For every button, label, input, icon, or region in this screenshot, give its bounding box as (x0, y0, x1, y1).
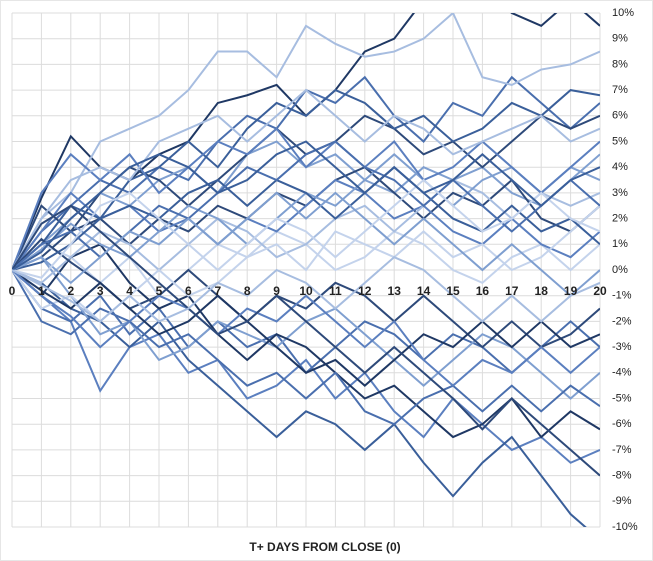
y-tick-label: 0% (612, 264, 628, 276)
x-tick-label: 14 (417, 284, 431, 298)
series-line (12, 255, 600, 323)
series-line (12, 178, 600, 285)
series-line (12, 191, 600, 298)
y-tick-label: 8% (612, 58, 628, 70)
y-tick-label: 4% (612, 161, 628, 173)
x-tick-label: 5 (156, 284, 163, 298)
series-line (12, 269, 600, 464)
series-line (12, 204, 600, 477)
x-tick-label: 2 (67, 284, 74, 298)
y-tick-label: 7% (612, 84, 628, 96)
x-axis-title: T+ DAYS FROM CLOSE (0) (249, 540, 400, 554)
series-line (12, 269, 600, 387)
y-tick-label: 5% (612, 135, 628, 147)
series-line (12, 243, 600, 439)
x-tick-label: 18 (535, 284, 549, 298)
x-tick-label: 6 (185, 284, 192, 298)
y-tick-label: 10% (612, 7, 634, 19)
y-tick-label: 9% (612, 33, 628, 45)
y-tick-label: -9% (612, 495, 632, 507)
axis-labels: 10% 9% 8% 7% 6% 5% 4% 3% 2% 1% 0% -1% -2% -3% -4% -5% -6… (9, 7, 638, 533)
x-tick-label: 13 (388, 284, 402, 298)
y-tick-label: -2% (612, 315, 632, 327)
y-tick-label: -10% (612, 521, 638, 533)
series-line (12, 88, 600, 271)
x-tick-label: 11 (329, 284, 342, 298)
x-tick-label: 0 (9, 284, 16, 298)
y-tick-label: -3% (612, 341, 632, 353)
x-tick-label: 1 (38, 284, 45, 298)
y-tick-label: -7% (612, 444, 632, 456)
y-tick-label: -5% (612, 392, 632, 404)
y-tick-label: 1% (612, 238, 628, 250)
x-tick-label: 15 (446, 284, 460, 298)
y-tick-label: 3% (612, 187, 628, 199)
series-line (12, 269, 600, 387)
y-tick-label: 2% (612, 213, 628, 225)
x-tick-label: 19 (564, 284, 578, 298)
x-tick-label: 20 (593, 284, 607, 298)
x-tick-label: 8 (244, 284, 251, 298)
series-line (12, 88, 600, 271)
series-line (12, 13, 600, 271)
x-tick-label: 9 (273, 284, 280, 298)
y-tick-label: -8% (612, 470, 632, 482)
x-tick-label: 17 (505, 284, 519, 298)
y-tick-label: -4% (612, 367, 632, 379)
y-tick-label: 6% (612, 110, 628, 122)
series-line (12, 165, 600, 271)
x-tick-label: 7 (214, 284, 221, 298)
y-tick-label: -1% (612, 290, 632, 302)
x-tick-label: 12 (358, 284, 372, 298)
series-line (12, 178, 600, 279)
plot-lines (12, 13, 600, 527)
y-tick-label: -6% (612, 418, 632, 430)
x-tick-label: 4 (126, 284, 133, 298)
x-tick-label: 10 (299, 284, 313, 298)
series-line (12, 140, 600, 271)
x-tick-label: 16 (476, 284, 490, 298)
x-tick-label: 3 (97, 284, 104, 298)
